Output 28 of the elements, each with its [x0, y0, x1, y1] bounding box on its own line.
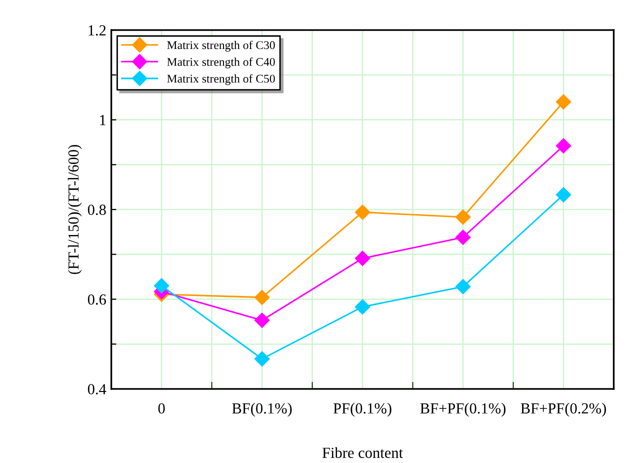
x-axis-title: Fibre content — [322, 447, 403, 458]
point — [254, 312, 270, 328]
point — [254, 351, 270, 366]
x-tick-label: 0 — [158, 403, 165, 414]
y-tick-label: 0.8 — [88, 204, 106, 216]
point — [154, 278, 170, 294]
point — [354, 204, 370, 220]
point — [354, 250, 370, 266]
x-tick-label: BF(0.1%) — [232, 402, 292, 417]
point — [556, 94, 572, 110]
point — [556, 138, 572, 154]
point — [455, 279, 471, 294]
y-tick-label: 1 — [100, 115, 106, 126]
point — [556, 187, 572, 202]
y-tick-label: 0.4 — [88, 384, 106, 394]
legend-label: Matrix strength of C30 — [167, 40, 275, 52]
x-tick-label: BF+PF(0.2%) — [520, 402, 606, 417]
point — [455, 210, 471, 225]
y-tick-label: 0.6 — [88, 294, 106, 305]
point — [354, 299, 370, 314]
y-tick-label: 1.2 — [88, 25, 106, 36]
legend-label: Matrix strength of C40 — [167, 57, 275, 68]
x-tick-label: PF(0.1%) — [333, 402, 392, 417]
point — [455, 230, 471, 245]
point — [254, 290, 270, 305]
legend-label: Matrix strength of C50 — [167, 74, 275, 86]
y-axis-title: (FT-l/150)/(FT-l/600) — [68, 144, 82, 274]
x-tick-label: BF+PF(0.1%) — [420, 402, 506, 417]
